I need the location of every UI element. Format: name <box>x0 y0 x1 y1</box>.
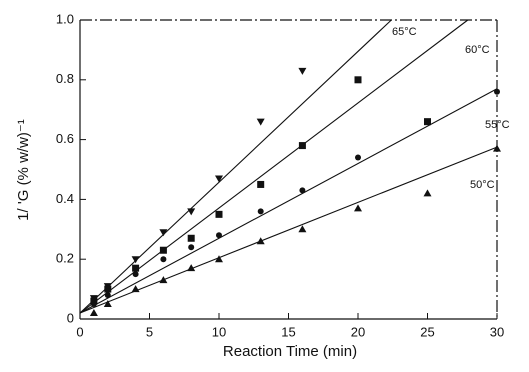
series-label: 60°C <box>465 44 490 56</box>
point <box>424 118 431 126</box>
point <box>298 142 306 150</box>
point <box>493 144 501 152</box>
point <box>132 264 140 272</box>
point <box>90 301 97 308</box>
point <box>215 210 223 218</box>
fit-line <box>79 19 469 314</box>
point <box>131 256 140 264</box>
point <box>298 225 307 233</box>
series-label: 65°C <box>392 26 417 38</box>
x-axis-label: Reaction Time (min) <box>223 343 357 360</box>
fit-line <box>79 88 498 314</box>
point <box>104 292 111 299</box>
point <box>187 208 196 216</box>
point <box>354 76 362 84</box>
fit-line <box>79 19 392 314</box>
series-label: 50°C <box>470 179 495 191</box>
point <box>215 255 223 263</box>
point <box>257 208 264 215</box>
x-tick-label: 5 <box>146 324 153 339</box>
point <box>423 189 432 197</box>
point <box>299 187 306 194</box>
point <box>159 246 167 254</box>
y-tick-label: 0 <box>67 310 74 325</box>
point <box>215 175 223 183</box>
point <box>187 264 196 272</box>
point <box>159 229 168 237</box>
point <box>187 234 195 242</box>
point <box>131 285 140 293</box>
point <box>256 118 265 126</box>
point <box>298 67 307 75</box>
point <box>188 244 195 251</box>
point <box>132 271 139 278</box>
y-axis-label: 1/ 'G (% w/w)⁻¹ <box>15 119 32 221</box>
point <box>104 285 112 293</box>
x-tick-label: 25 <box>420 324 434 339</box>
x-tick-label: 20 <box>351 324 365 339</box>
point <box>159 276 168 284</box>
point <box>354 204 362 212</box>
point <box>256 237 265 245</box>
x-tick-label: 10 <box>212 324 226 339</box>
x-tick-label: 30 <box>490 324 504 339</box>
point <box>103 300 112 308</box>
y-tick-label: 0.6 <box>56 131 74 146</box>
x-tick-label: 0 <box>76 324 83 339</box>
y-tick-label: 0.8 <box>56 71 74 86</box>
point <box>494 88 500 95</box>
x-tick-label: 15 <box>281 324 295 339</box>
series-label: 55°C <box>485 119 510 131</box>
y-tick-label: 0.4 <box>56 191 74 206</box>
point <box>216 232 222 239</box>
point <box>257 180 265 188</box>
y-tick-label: 1.0 <box>56 11 74 26</box>
point <box>160 256 167 263</box>
fit-line <box>79 146 498 314</box>
point <box>355 154 361 161</box>
y-tick-label: 0.2 <box>56 251 74 266</box>
point <box>89 309 98 317</box>
